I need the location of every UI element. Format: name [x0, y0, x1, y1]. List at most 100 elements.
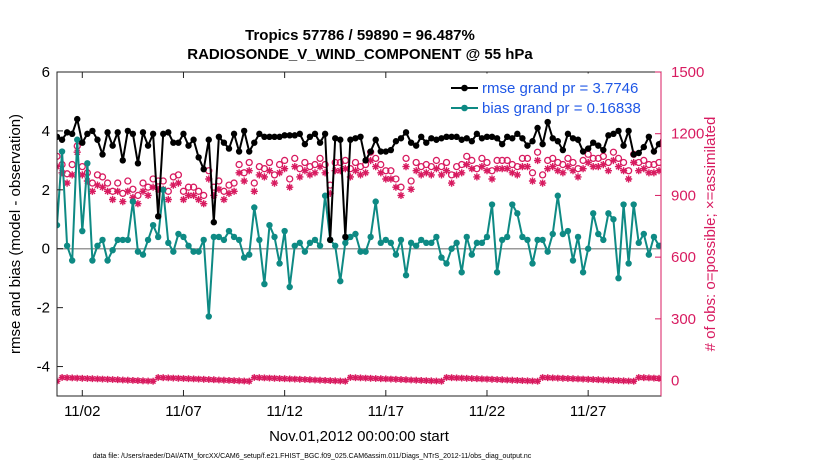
obs-possible-marker — [478, 154, 486, 163]
bias-point — [757, 216, 763, 222]
obs-lowlevel-marker — [757, 375, 764, 382]
obs-lowlevel-marker — [63, 374, 71, 382]
obs-lowlevel-marker — [286, 375, 294, 383]
bias-point — [124, 236, 132, 244]
obs-lowlevel-marker — [635, 374, 643, 381]
rmse-point — [316, 139, 324, 146]
obs-assimilated-marker — [88, 187, 96, 195]
obs-assimilated-marker — [331, 167, 339, 175]
rmse-point — [89, 127, 96, 135]
obs-possible-marker — [351, 158, 360, 167]
obs-lowlevel-marker — [230, 377, 238, 384]
obs-lowlevel-marker — [190, 375, 197, 383]
obs-lowlevel-marker — [407, 376, 415, 384]
obs-possible-marker — [174, 171, 183, 179]
bias-point — [463, 233, 470, 241]
obs-lowlevel-marker — [225, 377, 233, 384]
obs-lowlevel-marker — [498, 376, 506, 384]
rmse-point — [787, 131, 793, 137]
bias-point — [666, 237, 672, 243]
obs-lowlevel-marker — [104, 375, 111, 383]
obs-lowlevel-marker — [605, 376, 612, 384]
bias-point — [261, 280, 268, 288]
obs-assimilated-marker — [195, 195, 203, 204]
obs-lowlevel-marker — [458, 374, 466, 382]
obs-assimilated-marker — [503, 165, 511, 173]
obs-assimilated-marker — [817, 169, 824, 176]
obs-lowlevel-marker — [681, 376, 688, 383]
bias-point — [119, 236, 126, 244]
bias-point — [180, 233, 187, 241]
obs-assimilated-marker — [265, 167, 274, 175]
rmse-point — [792, 141, 798, 147]
bias-point — [144, 236, 152, 244]
rmse-point — [645, 133, 653, 140]
obs-lowlevel-marker — [235, 377, 243, 385]
obs-lowlevel-marker — [747, 375, 754, 382]
obs-possible-marker — [63, 170, 71, 178]
obs-lowlevel-marker — [433, 377, 440, 385]
obs-possible-marker — [742, 164, 748, 170]
obs-assimilated-marker — [518, 163, 526, 171]
obs-assimilated-marker — [549, 163, 557, 171]
rmse-point — [727, 134, 733, 140]
obs-assimilated-marker — [412, 167, 420, 175]
obs-lowlevel-marker — [640, 374, 648, 382]
obs-lowlevel-marker — [154, 374, 162, 381]
obs-assimilated-marker — [676, 171, 683, 178]
obs-assimilated-marker — [301, 167, 309, 175]
rmse-point — [281, 132, 288, 139]
bias-point — [271, 233, 278, 241]
obs-possible-marker — [538, 171, 547, 179]
bias-point — [772, 257, 778, 263]
rmse-point — [362, 157, 369, 164]
chart-title-line2: RADIOSONDE_V_WIND_COMPONENT @ 55 hPa — [187, 46, 533, 63]
bias-point — [813, 248, 819, 254]
rmse-point — [539, 140, 546, 148]
rmse-point — [397, 135, 405, 142]
rmse-point — [311, 130, 319, 138]
bias-point — [564, 227, 572, 235]
bias-point — [195, 248, 202, 255]
obs-lowlevel-marker — [266, 374, 273, 382]
obs-possible-marker — [498, 156, 506, 165]
rmse-point — [129, 130, 137, 138]
obs-lowlevel-marker — [737, 374, 744, 381]
rmse-point — [782, 134, 788, 140]
legend-box — [444, 73, 651, 119]
obs-assimilated-marker — [458, 169, 466, 177]
obs-lowlevel-marker — [84, 375, 91, 382]
obs-possible-marker — [589, 154, 597, 163]
rmse-point — [559, 146, 567, 154]
bias-point — [266, 221, 273, 229]
obs-assimilated-marker — [483, 167, 491, 175]
bias-point — [200, 236, 207, 244]
rmse-point — [412, 142, 420, 149]
rmse-point — [610, 130, 617, 138]
obs-assimilated-marker — [205, 175, 213, 183]
rmse-point — [438, 135, 445, 142]
obs-lowlevel-marker — [438, 377, 445, 385]
obs-possible-marker — [200, 191, 208, 200]
obs-assimilated-marker — [666, 165, 673, 172]
obs-assimilated-marker — [427, 171, 435, 179]
rmse-point — [737, 132, 743, 138]
rmse-point — [569, 135, 577, 142]
obs-assimilated-marker — [782, 169, 789, 176]
bias-point — [519, 233, 526, 241]
obs-assimilated-marker — [645, 169, 653, 177]
obs-lowlevel-marker — [372, 375, 380, 382]
bias-point — [671, 234, 677, 240]
rmse-point — [326, 236, 334, 244]
rmse-point — [615, 127, 622, 135]
bias-point — [584, 245, 592, 252]
obs-lowlevel-marker — [493, 376, 501, 383]
bias-point — [291, 242, 298, 249]
bias-point — [215, 233, 223, 241]
rmse-point — [251, 139, 258, 146]
bias-point — [808, 228, 814, 234]
rmse-point — [620, 142, 627, 149]
obs-assimilated-marker — [650, 169, 658, 177]
rmse-point — [160, 130, 167, 138]
